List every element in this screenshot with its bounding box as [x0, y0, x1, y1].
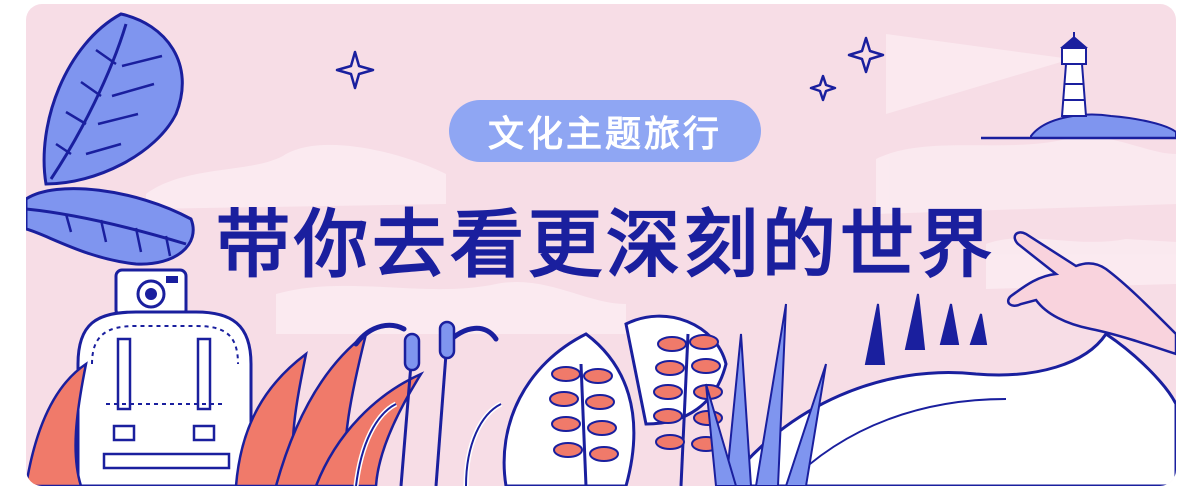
light-beam	[886, 34, 1071, 114]
pointing-hand-icon	[1006, 231, 1176, 356]
banana-leaf-icon	[26, 187, 195, 266]
backpack-icon	[76, 268, 253, 486]
banner: 文化主题旅行 带你去看更深刻的世界	[26, 4, 1176, 486]
reeds	[353, 320, 503, 486]
topic-badge: 文化主题旅行	[449, 100, 761, 162]
star-icon	[847, 36, 885, 74]
illustration-scene	[26, 4, 1176, 486]
fern-icon	[549, 363, 619, 486]
star-icon	[809, 74, 837, 102]
headline: 带你去看更深刻的世界	[216, 201, 996, 288]
grass-blades	[705, 293, 988, 486]
clouds	[146, 136, 1176, 334]
star-icon	[335, 50, 375, 90]
lighthouse-icon	[981, 32, 1176, 140]
banana-leaf-icon	[42, 12, 184, 186]
